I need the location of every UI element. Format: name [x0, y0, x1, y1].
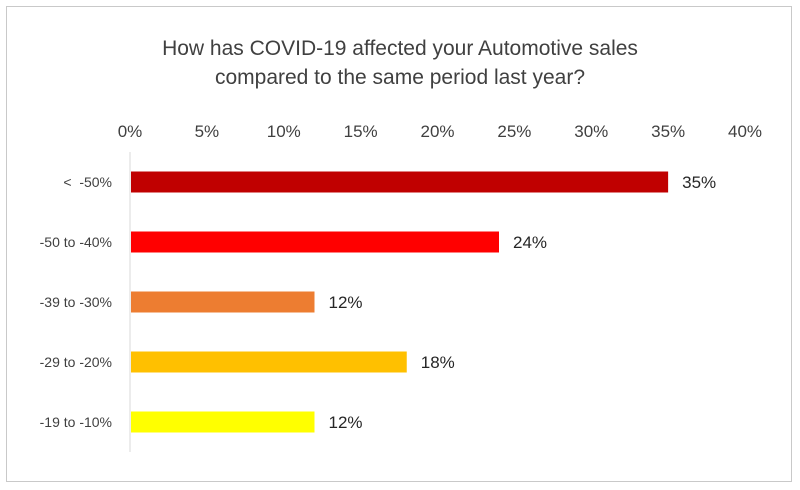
chart-title-line-1: How has COVID-19 affected your Automotiv… [162, 37, 638, 60]
x-tick-label: 15% [344, 122, 378, 141]
x-tick-label: 30% [574, 122, 608, 141]
x-tick-label: 40% [728, 122, 762, 141]
bar [131, 351, 407, 373]
category-label: < -50% [63, 174, 112, 190]
bar [131, 231, 499, 253]
bar [131, 411, 315, 433]
x-axis-ticks: 0% 5% 10% 15% 20% 25% 30% 35% 40% [118, 122, 762, 141]
category-label: -50 to -40% [40, 234, 112, 250]
data-label: 35% [682, 173, 716, 192]
bars [131, 171, 669, 433]
data-label: 24% [513, 233, 547, 252]
data-label: 18% [421, 353, 455, 372]
data-label: 12% [329, 413, 363, 432]
data-labels: 35% 24% 12% 18% 12% [329, 173, 717, 432]
data-label: 12% [329, 293, 363, 312]
x-tick-label: 35% [651, 122, 685, 141]
bar [131, 291, 315, 313]
x-tick-label: 5% [195, 122, 220, 141]
category-label: -39 to -30% [40, 294, 112, 310]
chart-title-line-2: compared to the same period last year? [214, 66, 586, 89]
x-tick-label: 25% [497, 122, 531, 141]
x-tick-label: 0% [118, 122, 143, 141]
category-label: -29 to -20% [40, 354, 112, 370]
bar [131, 171, 669, 193]
x-tick-label: 20% [420, 122, 454, 141]
x-tick-label: 10% [267, 122, 301, 141]
chart-title: How has COVID-19 affected your Automotiv… [0, 34, 800, 92]
category-labels: < -50% -50 to -40% -39 to -30% -29 to -20% -… [40, 174, 112, 430]
category-label: -19 to -10% [40, 414, 112, 430]
